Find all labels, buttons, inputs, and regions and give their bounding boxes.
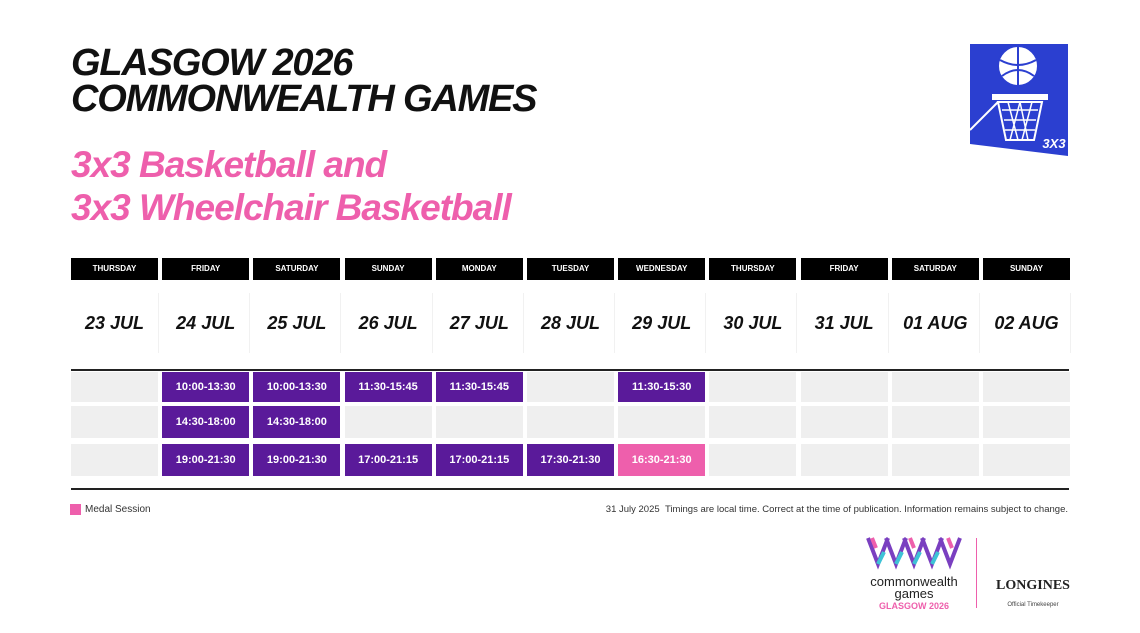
rule: [71, 488, 1069, 490]
session-cell: 11:30-15:45: [344, 372, 432, 402]
rule: [71, 369, 1069, 371]
empty-cell: [891, 372, 979, 402]
empty-cell: [527, 406, 614, 438]
cwg-city: GLASGOW 2026: [878, 601, 950, 611]
cwg-wordmark: commonwealth games: [844, 574, 984, 601]
session-cell: 17:00-21:15: [344, 444, 432, 476]
session-cell: 16:30-21:30: [618, 444, 706, 476]
session-cell: 17:00-21:15: [435, 444, 523, 476]
weekday-header: TUESDAY: [527, 258, 614, 280]
session-cell: 11:30-15:30: [618, 372, 706, 402]
legend-swatch: [70, 504, 81, 515]
date-header: 27 JUL: [436, 293, 524, 353]
empty-cell: [800, 444, 888, 476]
date-header: 24 JUL: [162, 293, 251, 353]
session-cell: 19:00-21:30: [253, 444, 341, 476]
empty-cell: [709, 444, 797, 476]
empty-cell: [800, 406, 888, 438]
empty-cell: [983, 372, 1070, 402]
session-cell: 14:30-18:00: [162, 406, 250, 438]
empty-cell: [709, 372, 797, 402]
session-cell: 10:00-13:30: [253, 372, 341, 402]
weekday-header: THURSDAY: [709, 258, 797, 280]
date-header: 30 JUL: [709, 293, 798, 353]
weekday-header: THURSDAY: [71, 258, 158, 280]
empty-cell: [71, 372, 158, 402]
note-text: Timings are local time. Correct at the t…: [664, 504, 1068, 515]
title-line: COMMONWEALTH GAMES: [71, 78, 538, 120]
subtitle-line: 3x3 Wheelchair Basketball: [71, 187, 512, 228]
date-header: 26 JUL: [345, 293, 433, 353]
session-cell: 10:00-13:30: [162, 372, 250, 402]
weekday-header: SUNDAY: [344, 258, 432, 280]
empty-cell: [71, 444, 158, 476]
empty-cell: [527, 372, 614, 402]
date-header: 23 JUL: [71, 293, 159, 353]
weekday-header: SUNDAY: [983, 258, 1070, 280]
empty-cell: [891, 406, 979, 438]
date-header: 28 JUL: [527, 293, 615, 353]
date-header: 02 AUG: [983, 293, 1071, 353]
date-header: 01 AUG: [892, 293, 980, 353]
session-cell: 11:30-15:45: [435, 372, 523, 402]
weekday-header: MONDAY: [435, 258, 523, 280]
weekday-header: SATURDAY: [891, 258, 979, 280]
sponsor-role: Official Timekeeper: [1007, 602, 1059, 608]
note-date: 31 July 2025: [605, 504, 660, 515]
date-header: 31 JUL: [801, 293, 889, 353]
legend-label: Medal Session: [85, 504, 151, 515]
subtitle-line: 3x3 Basketball and: [71, 144, 387, 185]
empty-cell: [800, 372, 888, 402]
footer-note: 31 July 2025 Timings are local time. Cor…: [606, 504, 1068, 515]
weekday-header: FRIDAY: [800, 258, 888, 280]
date-header: 25 JUL: [253, 293, 342, 353]
cwg-emblem: [866, 537, 962, 570]
empty-cell: [983, 406, 1070, 438]
date-header: 29 JUL: [618, 293, 707, 353]
logo-text: 3X3: [1042, 136, 1066, 151]
title-line: GLASGOW 2026: [71, 42, 353, 84]
weekday-header: SATURDAY: [253, 258, 341, 280]
cwg-line: games: [894, 586, 934, 601]
empty-cell: [983, 444, 1070, 476]
session-cell: 17:30-21:30: [527, 444, 614, 476]
sponsor: LONGINES: [996, 578, 1070, 593]
divider: [976, 538, 977, 608]
empty-cell: [71, 406, 158, 438]
empty-cell: [891, 444, 979, 476]
empty-cell: [344, 406, 432, 438]
cwg-line: commonwealth: [870, 574, 958, 589]
sport-logo: 3X3: [969, 44, 1068, 156]
empty-cell: [618, 406, 706, 438]
empty-cell: [435, 406, 523, 438]
session-cell: 14:30-18:00: [253, 406, 341, 438]
session-cell: 19:00-21:30: [162, 444, 250, 476]
weekday-header: FRIDAY: [162, 258, 250, 280]
weekday-header: WEDNESDAY: [618, 258, 706, 280]
empty-cell: [709, 406, 797, 438]
